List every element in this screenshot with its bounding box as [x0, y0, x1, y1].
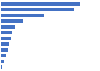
Bar [0, 31, 12, 34]
Bar [0, 54, 6, 57]
Bar [0, 37, 11, 40]
Bar [0, 25, 15, 29]
Bar [0, 59, 4, 63]
Bar [0, 2, 80, 6]
Bar [0, 14, 44, 17]
Bar [0, 48, 8, 51]
Bar [0, 42, 9, 46]
Bar [0, 8, 74, 12]
Bar [0, 65, 2, 69]
Bar [0, 20, 23, 23]
